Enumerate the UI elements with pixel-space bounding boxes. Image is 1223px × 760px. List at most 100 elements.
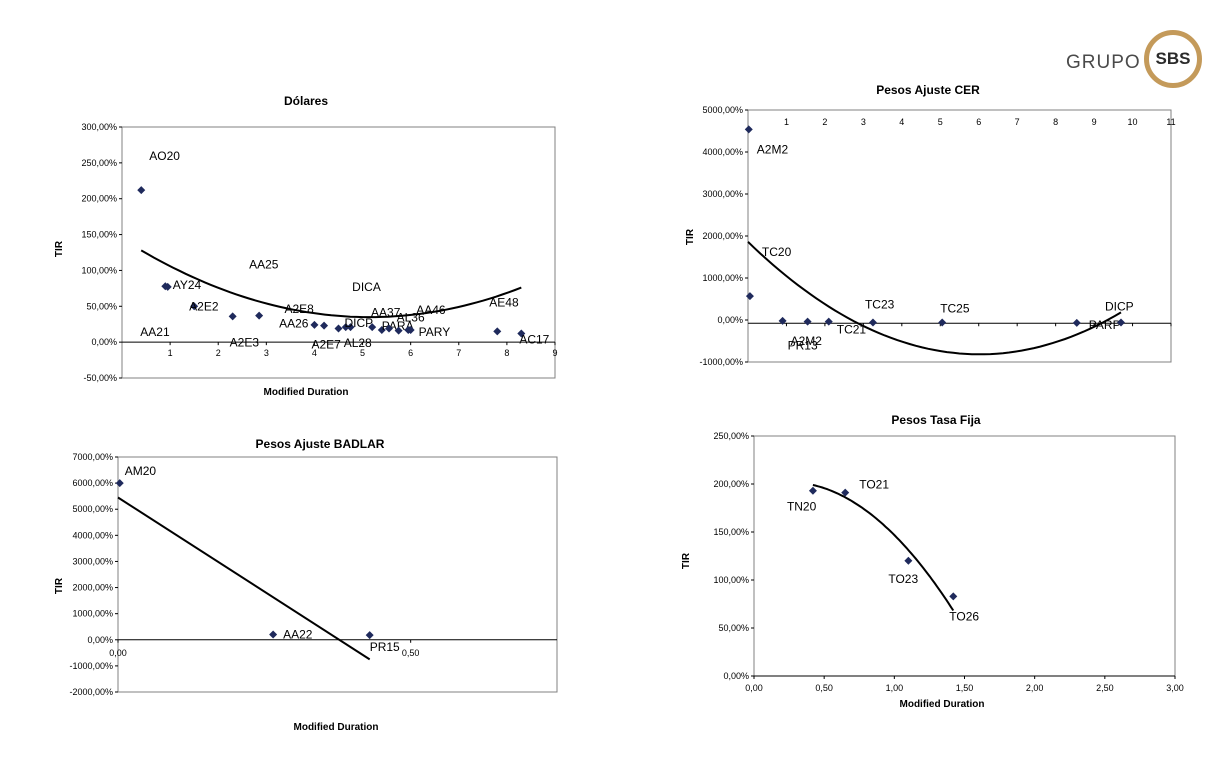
data-label: TC21 (837, 323, 867, 337)
data-point (517, 329, 526, 338)
y-tick-label: 7000,00% (72, 452, 113, 462)
data-point (1117, 318, 1126, 327)
data-point (137, 186, 146, 195)
y-tick-label: 6000,00% (72, 478, 113, 488)
y-tick-label: 0,00% (723, 671, 749, 681)
data-label: TC25 (940, 301, 970, 315)
trend-line (140, 249, 522, 319)
y-axis-label: TIR (681, 552, 692, 569)
y-tick-label: 150,00% (713, 527, 749, 537)
x-tick-label: 5 (360, 348, 365, 358)
data-point (161, 282, 170, 291)
y-tick-label: 1000,00% (72, 609, 113, 619)
data-point (938, 318, 947, 327)
data-label: PR15 (370, 640, 400, 654)
data-point (385, 324, 394, 333)
data-point (868, 318, 877, 327)
x-tick-label: 2 (216, 348, 221, 358)
data-point (320, 321, 329, 330)
plot-frame (117, 456, 558, 693)
chart-title: Pesos Ajuste CER (876, 83, 980, 97)
data-label: TO23 (888, 572, 918, 586)
x-tick-label: 3,00 (1166, 683, 1184, 693)
data-point (365, 631, 374, 640)
data-point (255, 311, 264, 320)
data-point (904, 556, 913, 565)
y-axis-label: TIR (54, 240, 65, 257)
y-tick-label: -1000,00% (69, 661, 113, 671)
data-point (269, 630, 278, 639)
y-tick-label: -1000,00% (699, 357, 743, 367)
y-tick-label: -2000,00% (69, 687, 113, 697)
x-tick-label: 6 (408, 348, 413, 358)
x-tick-label: 1 (168, 348, 173, 358)
x-tick-label: 9 (1092, 117, 1097, 127)
data-point (406, 325, 415, 334)
x-tick-label: 2,00 (1026, 683, 1044, 693)
chart-tasafija: Pesos Tasa Fija Modified Duration TIR 0,00%… (681, 413, 1184, 710)
y-tick-label: 3000,00% (702, 189, 743, 199)
x-axis-label: Modified Duration (900, 699, 985, 710)
data-label: AO20 (149, 149, 180, 163)
plot-frame (753, 435, 1176, 677)
x-tick-label: 4 (312, 348, 317, 358)
data-label: PARY (419, 325, 451, 339)
data-point (493, 327, 502, 336)
data-label: AA37 (371, 306, 401, 320)
y-tick-label: 100,00% (713, 575, 749, 585)
y-tick-label: 150,00% (81, 230, 117, 240)
x-tick-label: 7 (1015, 117, 1020, 127)
data-label: AE48 (489, 295, 519, 309)
y-tick-label: 5000,00% (72, 504, 113, 514)
y-tick-label: 2000,00% (702, 231, 743, 241)
y-tick-label: 0,00% (717, 315, 743, 325)
data-point (377, 325, 386, 334)
x-tick-label: 7 (456, 348, 461, 358)
x-tick-label: 5 (938, 117, 943, 127)
trend-line (747, 241, 1122, 356)
data-label: AM20 (125, 464, 157, 478)
y-tick-label: 250,00% (81, 158, 117, 168)
data-label: AL36 (397, 311, 425, 325)
data-label: TC20 (762, 245, 792, 259)
y-tick-label: 2000,00% (72, 583, 113, 593)
data-label: DICA (352, 280, 381, 294)
y-tick-label: -50,00% (83, 373, 117, 383)
x-tick-label: 0,50 (402, 648, 420, 658)
y-tick-label: 4000,00% (702, 147, 743, 157)
data-point (1072, 318, 1081, 327)
data-point (808, 486, 817, 495)
y-tick-label: 0,00% (91, 337, 117, 347)
data-point (778, 316, 787, 325)
data-point (803, 317, 812, 326)
data-point (745, 292, 754, 301)
data-point (115, 479, 124, 488)
data-label: A2M2 (757, 142, 789, 156)
y-tick-label: 250,00% (713, 431, 749, 441)
x-tick-label: 1 (784, 117, 789, 127)
x-axis-label: Modified Duration (294, 722, 379, 733)
chart-badlar: Pesos Ajuste BADLAR Modified Duration TIR -… (54, 437, 558, 733)
data-label: AA46 (416, 303, 446, 317)
x-tick-label: 6 (976, 117, 981, 127)
x-tick-label: 8 (504, 348, 509, 358)
y-tick-label: 50,00% (86, 301, 117, 311)
data-label: DICP (345, 316, 374, 330)
data-label: AY24 (173, 278, 202, 292)
x-tick-label: 11 (1166, 117, 1175, 127)
data-point (949, 592, 958, 601)
x-tick-label: 0,00 (109, 648, 127, 658)
data-point (824, 317, 833, 326)
data-label: A2E2 (189, 299, 219, 313)
y-tick-label: 300,00% (81, 122, 117, 132)
y-tick-label: 50,00% (718, 623, 749, 633)
grupo-sbs-logo: GRUPO SBS (1060, 30, 1220, 100)
data-label: AA26 (279, 317, 309, 331)
y-tick-label: 100,00% (81, 265, 117, 275)
x-tick-label: 3 (264, 348, 269, 358)
data-point (841, 488, 850, 497)
data-label: AA22 (283, 628, 313, 642)
data-label: TO26 (949, 609, 979, 623)
data-label: A2E3 (230, 335, 260, 349)
